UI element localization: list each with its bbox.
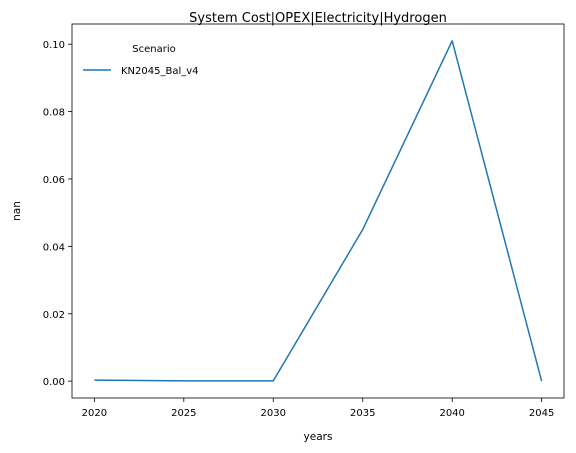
- y-tick-label: 0.08: [43, 108, 65, 119]
- y-tick-label: 0.04: [43, 242, 65, 253]
- series-line: [94, 40, 543, 382]
- legend-item-label: KN2045_Bal_v4: [121, 66, 199, 77]
- x-tick-label: 2040: [439, 408, 464, 419]
- legend: Scenario KN2045_Bal_v4: [83, 44, 199, 77]
- series-layer: [94, 40, 543, 382]
- chart-title: System Cost|OPEX|Electricity|Hydrogen: [189, 11, 447, 26]
- plot-area: 2020 2025 2030 2035 2040 2045 0.00 0.02 0.04 0.06…: [43, 23, 565, 419]
- axis-ticks: 2020 2025 2030 2035 2040 2045 0.00 0.02 0.04 0.06…: [43, 40, 555, 419]
- y-tick-label: 0.00: [43, 377, 65, 388]
- legend-title: Scenario: [132, 44, 175, 55]
- x-tick-label: 2030: [261, 408, 286, 419]
- x-tick-label: 2025: [171, 408, 196, 419]
- plot-frame: [71, 23, 565, 399]
- y-tick-label: 0.10: [43, 40, 65, 51]
- x-tick-label: 2020: [82, 408, 107, 419]
- y-axis-label: nan: [11, 201, 23, 221]
- x-tick-label: 2045: [529, 408, 554, 419]
- x-axis-label: years: [304, 431, 333, 443]
- x-tick-label: 2035: [350, 408, 375, 419]
- y-tick-label: 0.06: [43, 175, 65, 186]
- y-tick-label: 0.02: [43, 310, 65, 321]
